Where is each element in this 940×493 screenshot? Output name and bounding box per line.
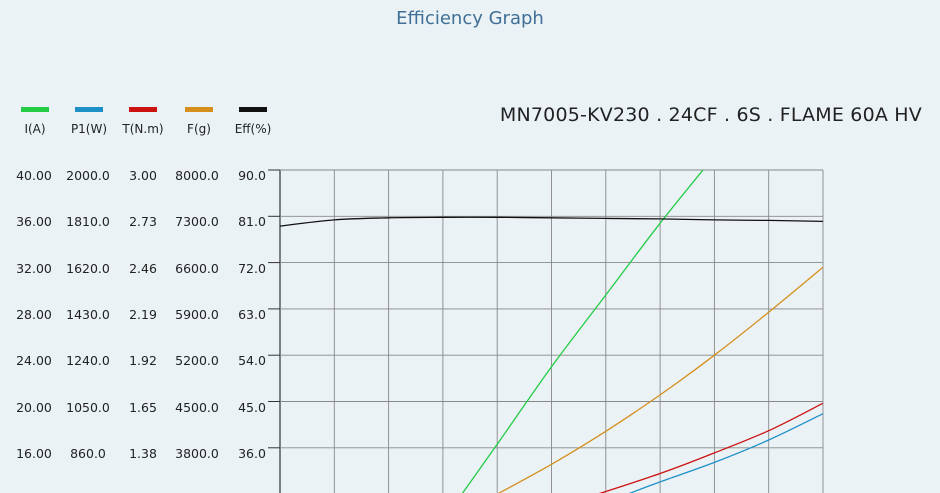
tick-label-power: 860.0 (70, 445, 106, 461)
tick-label-efficiency: 63.0 (238, 306, 266, 322)
chart-grid (268, 169, 824, 493)
series-line-thrust (497, 266, 823, 493)
legend-label: T(N.m) (122, 122, 164, 136)
legend-swatch (129, 107, 157, 112)
tick-label-efficiency: 36.0 (238, 445, 266, 461)
series-line-current (461, 170, 704, 493)
tick-label-power: 1050.0 (66, 399, 110, 415)
tick-label-current: 32.00 (16, 260, 52, 276)
legend-item: T(N.m) (118, 104, 168, 137)
tick-label-thrust: 5900.0 (175, 306, 219, 322)
tick-label-torque: 2.73 (129, 214, 157, 230)
legend-label: Eff(%) (234, 122, 272, 136)
tick-label-current: 40.00 (16, 168, 52, 183)
tick-label-power: 1810.0 (66, 214, 110, 230)
legend-item: Eff(%) (228, 104, 278, 137)
tick-label-thrust: 5200.0 (175, 353, 219, 369)
legend-swatch (185, 107, 213, 112)
tick-label-thrust: 3800.0 (175, 445, 219, 461)
series-line-power (628, 413, 823, 493)
tick-label-torque: 2.19 (129, 306, 157, 322)
legend-swatch (21, 107, 49, 112)
tick-label-power: 1240.0 (66, 353, 110, 369)
tick-label-thrust: 4500.0 (175, 399, 219, 415)
tick-label-efficiency: 45.0 (238, 399, 266, 415)
tick-label-torque: 1.65 (129, 399, 157, 415)
tick-label-power: 2000.0 (66, 168, 110, 183)
legend-item: F(g) (174, 104, 224, 137)
legend-label: I(A) (24, 122, 46, 136)
tick-label-current: 20.00 (16, 399, 52, 415)
legend-swatch (75, 107, 103, 112)
legend-item: I(A) (10, 104, 60, 137)
tick-label-thrust: 6600.0 (175, 260, 219, 276)
chart-lines (280, 170, 823, 493)
series-line-torque (598, 402, 823, 493)
tick-label-efficiency: 90.0 (238, 168, 266, 183)
tick-label-current: 28.00 (16, 306, 52, 322)
tick-label-current: 16.00 (16, 445, 52, 461)
legend-label: F(g) (187, 122, 211, 136)
legend-swatch (239, 107, 267, 112)
tick-label-torque: 2.46 (129, 260, 157, 276)
tick-label-efficiency: 72.0 (238, 260, 266, 276)
tick-label-efficiency: 54.0 (238, 353, 266, 369)
legend-label: P1(W) (70, 122, 108, 136)
tick-label-power: 1430.0 (66, 306, 110, 322)
tick-label-efficiency: 81.0 (238, 214, 266, 230)
tick-label-torque: 1.38 (129, 445, 157, 461)
tick-label-thrust: 7300.0 (175, 214, 219, 230)
legend-item: P1(W) (64, 104, 114, 137)
chart-title: Efficiency Graph (396, 8, 544, 29)
tick-label-torque: 3.00 (129, 168, 157, 183)
series-line-efficiency (280, 216, 823, 227)
tick-label-power: 1620.0 (66, 260, 110, 276)
tick-label-current: 24.00 (16, 353, 52, 369)
tick-label-current: 36.00 (16, 214, 52, 230)
model-name: MN7005-KV230 . 24CF . 6S . FLAME 60A HV (499, 104, 922, 126)
tick-label-thrust: 8000.0 (175, 168, 219, 183)
tick-label-torque: 1.92 (129, 353, 157, 369)
